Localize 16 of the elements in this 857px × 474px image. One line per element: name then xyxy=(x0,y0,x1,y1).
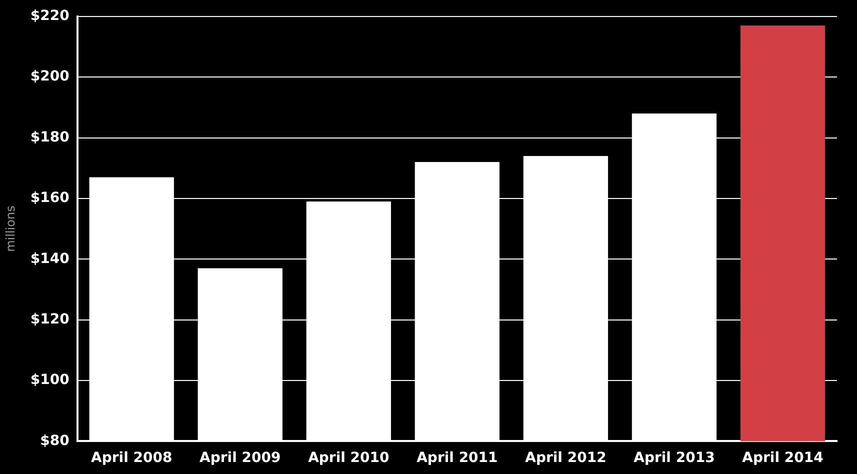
y-tick-label: $200 xyxy=(30,68,70,85)
x-tick-label: April 2008 xyxy=(91,450,172,466)
x-tick-label: April 2014 xyxy=(742,450,824,466)
y-tick-label: $80 xyxy=(40,432,70,449)
y-axis-title: millions xyxy=(3,206,18,252)
y-tick-label: $180 xyxy=(30,129,70,146)
x-tick-label: April 2012 xyxy=(525,450,606,466)
y-tick-label: $120 xyxy=(30,311,70,328)
y-tick-label: $160 xyxy=(30,190,70,206)
x-tick-label: April 2013 xyxy=(634,450,715,466)
x-tick-label: April 2011 xyxy=(416,450,498,466)
x-tick-label: April 2009 xyxy=(200,450,281,466)
y-tick-label: $100 xyxy=(30,372,70,388)
y-tick-label: $220 xyxy=(30,8,70,24)
x-tick-label: April 2010 xyxy=(308,450,390,466)
y-tick-label: $140 xyxy=(30,250,70,267)
